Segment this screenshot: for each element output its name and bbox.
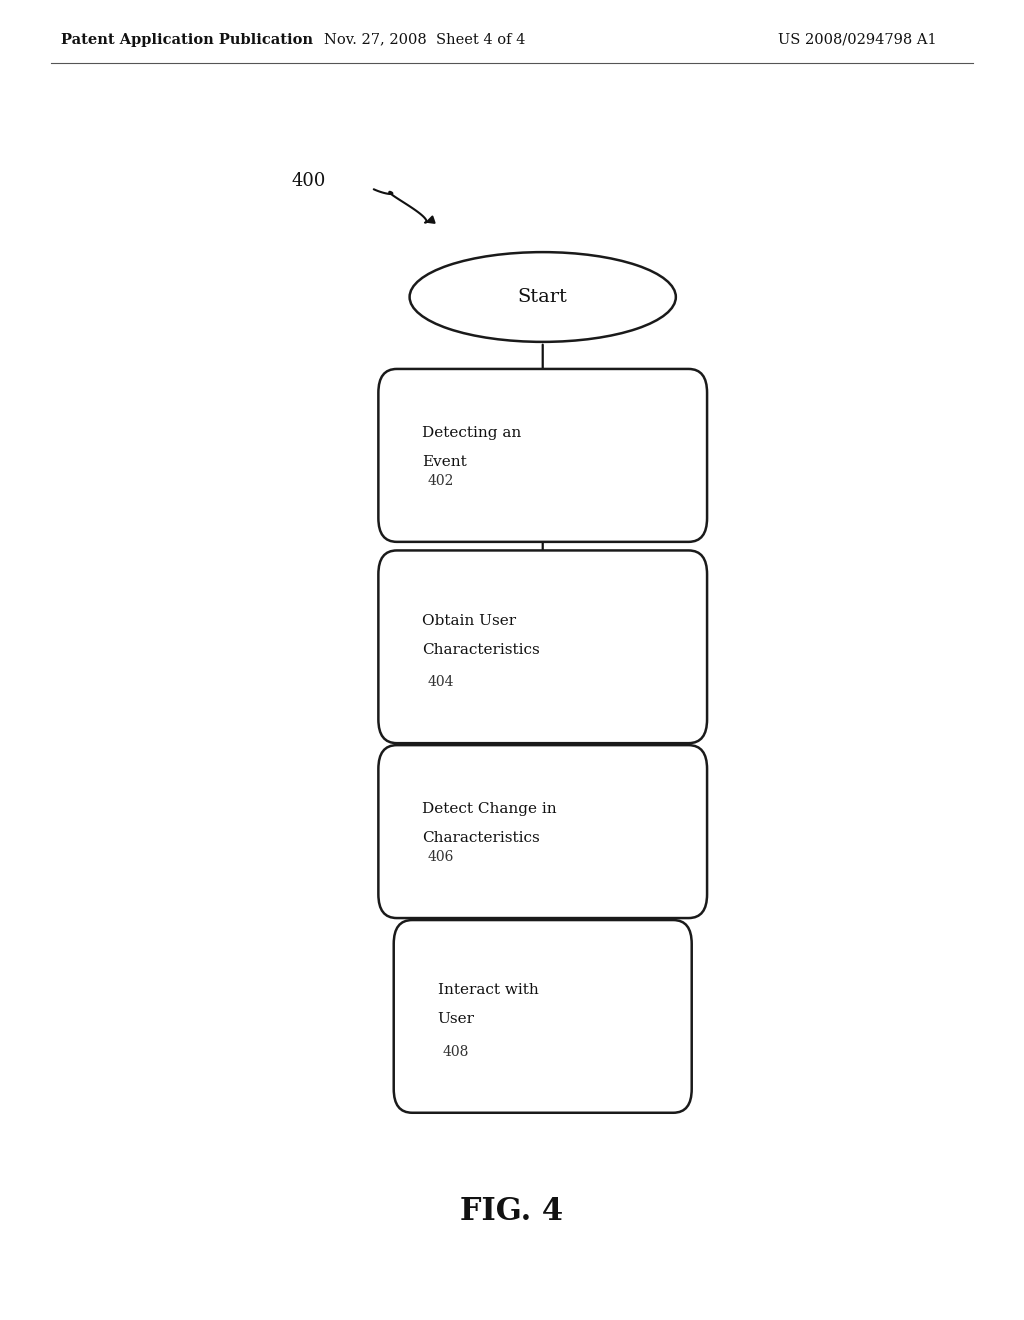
Ellipse shape [410, 252, 676, 342]
Text: US 2008/0294798 A1: US 2008/0294798 A1 [778, 33, 937, 46]
FancyBboxPatch shape [379, 368, 707, 541]
Text: Characteristics: Characteristics [423, 643, 540, 657]
FancyBboxPatch shape [379, 550, 707, 743]
Text: 408: 408 [442, 1045, 469, 1059]
Text: 406: 406 [428, 850, 454, 865]
Text: Characteristics: Characteristics [423, 832, 540, 845]
Text: Nov. 27, 2008  Sheet 4 of 4: Nov. 27, 2008 Sheet 4 of 4 [325, 33, 525, 46]
Text: Obtain User: Obtain User [423, 614, 516, 628]
Text: Detect Change in: Detect Change in [423, 803, 557, 816]
Text: Patent Application Publication: Patent Application Publication [61, 33, 313, 46]
Text: Detecting an: Detecting an [423, 426, 521, 440]
Text: FIG. 4: FIG. 4 [461, 1196, 563, 1228]
FancyBboxPatch shape [393, 920, 692, 1113]
Text: Interact with: Interact with [438, 983, 539, 998]
Text: 400: 400 [292, 172, 327, 190]
Text: 402: 402 [428, 474, 454, 488]
Text: Start: Start [518, 288, 567, 306]
Text: 404: 404 [428, 676, 454, 689]
Text: Event: Event [423, 455, 467, 469]
Text: User: User [438, 1012, 475, 1027]
FancyBboxPatch shape [379, 744, 707, 919]
